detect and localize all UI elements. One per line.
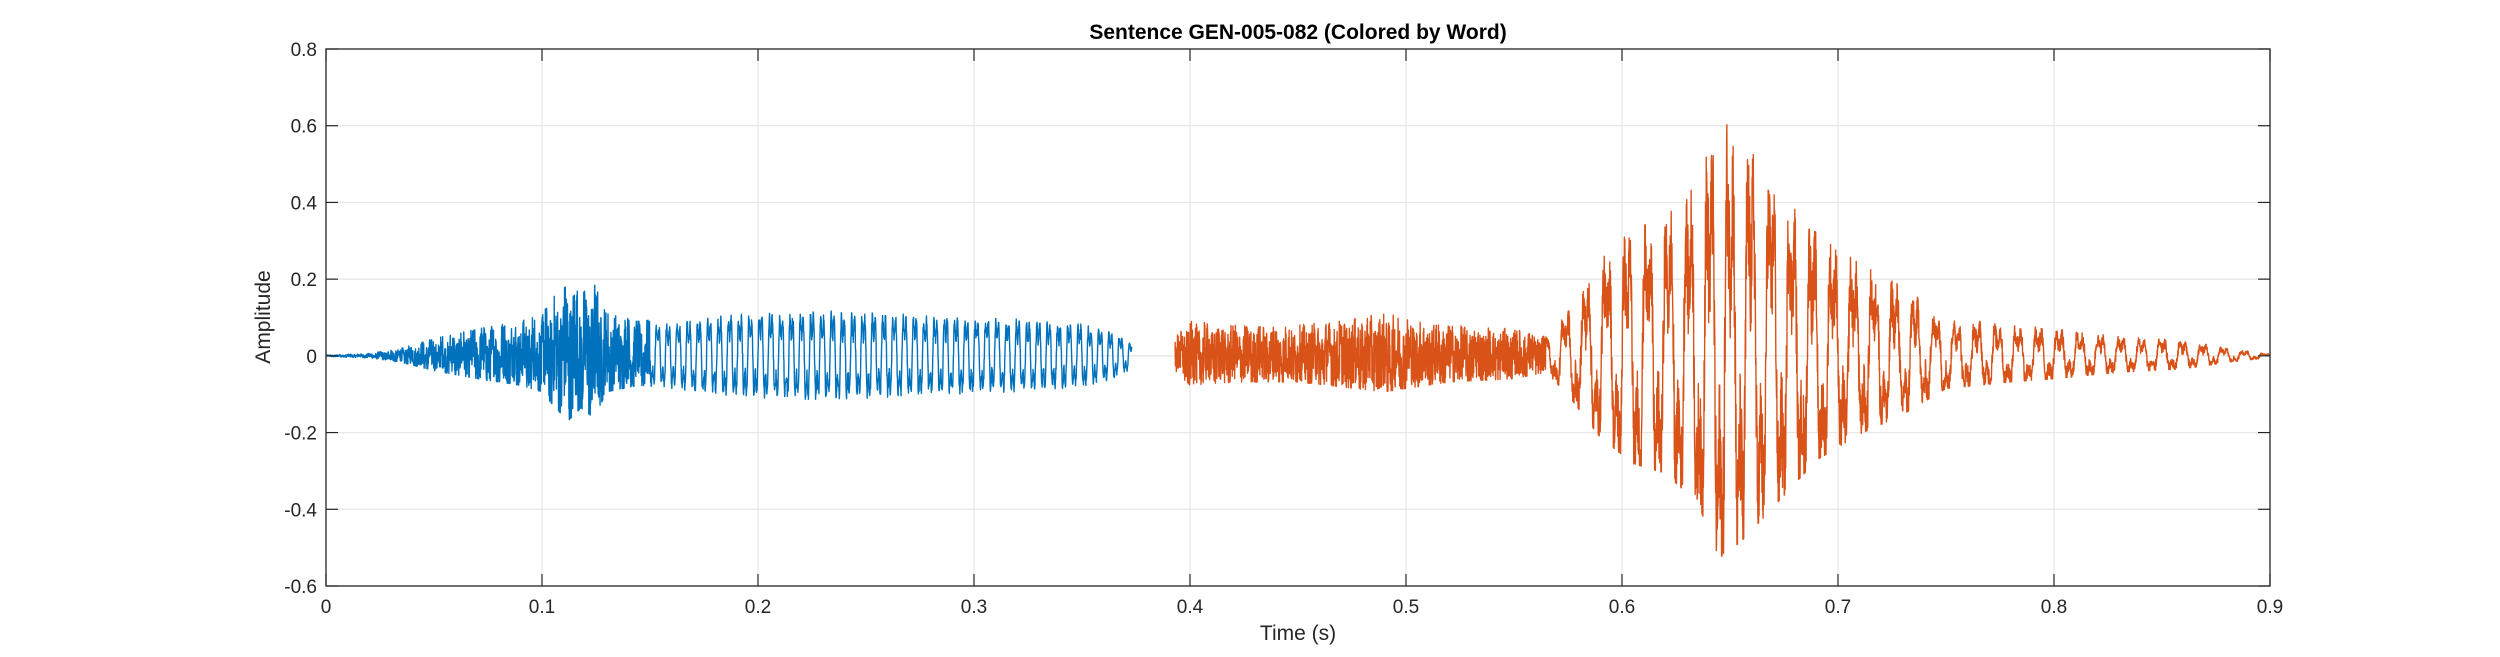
- y-tick-label: 0.4: [291, 193, 318, 214]
- ticks: 0 0.1 0.2 0.3 0.4 0.5 0.6 0.7 0.8 0.9 -0.6 -0.4 -0.2…: [284, 40, 2283, 618]
- y-tick-label: 0: [306, 347, 317, 368]
- axes-box: [325, 48, 2271, 587]
- chart-title: Sentence GEN-005-082 (Colored by Word): [1089, 21, 1506, 44]
- y-tick-label: 0.2: [291, 270, 317, 291]
- axes: [325, 48, 2271, 587]
- x-tick-label: 0.9: [2257, 597, 2283, 618]
- y-tick-label: -0.6: [284, 577, 317, 598]
- y-tick-label: 0.8: [291, 40, 317, 61]
- y-tick-label: 0.6: [291, 117, 317, 138]
- x-tick-label: 0.8: [2041, 597, 2067, 618]
- x-tick-label: 0.5: [1393, 597, 1419, 618]
- waveform-series-2: [1174, 124, 2271, 557]
- y-tick-label: -0.4: [284, 500, 317, 521]
- y-axis-label: Amplitude: [252, 270, 275, 363]
- x-tick-label: 0.2: [745, 597, 771, 618]
- waveforms: [325, 124, 2271, 557]
- plot-area: [326, 49, 2270, 586]
- x-tick-label: 0.4: [1177, 597, 1204, 618]
- waveform-series-1: [325, 284, 1133, 421]
- x-tick-label: 0.1: [529, 597, 555, 618]
- x-axis-label: Time (s): [1260, 622, 1336, 645]
- y-tick-label: -0.2: [284, 424, 317, 445]
- x-tick-label: 0.3: [961, 597, 987, 618]
- x-tick-label: 0.6: [1609, 597, 1635, 618]
- x-tick-label: 0: [321, 597, 332, 618]
- x-tick-label: 0.7: [1825, 597, 1851, 618]
